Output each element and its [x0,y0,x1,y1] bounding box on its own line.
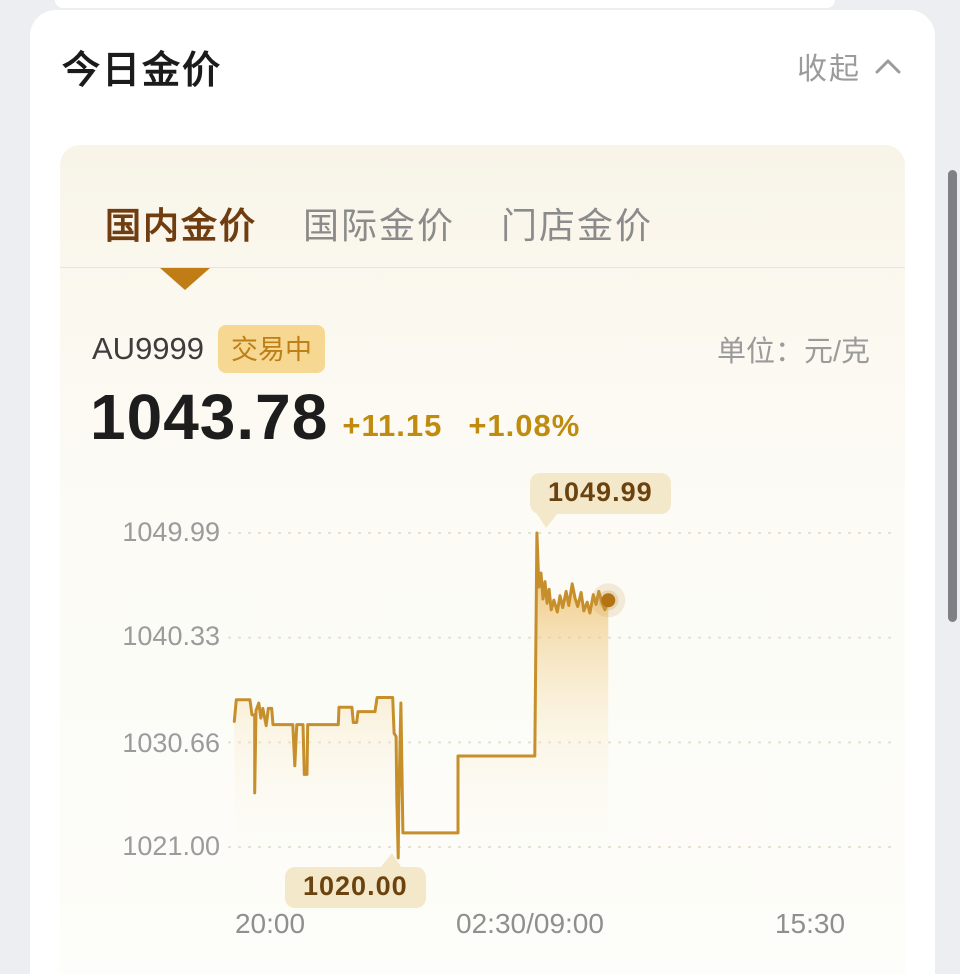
tab-international-gold[interactable]: 国际金价 [303,205,456,246]
trading-status-badge: 交易中 [218,325,326,373]
x-axis-label: 20:00 [234,908,306,939]
chevron-up-icon [875,59,901,74]
tab-divider [60,267,905,268]
x-axis-label: 15:30 [774,908,846,939]
price-chart[interactable]: 1049.99 1040.33 1030.66 1021.00 20:00 02… [60,145,905,974]
gold-price-card: 今日金价 收起 国内金价 国际金价 门店金价 AU9999 交易中 单位：元/克 [30,10,935,974]
low-price-tooltip: 1020.00 [285,867,426,908]
collapsed-card-edge [55,0,835,8]
tab-store-gold[interactable]: 门店金价 [501,205,654,246]
last-point-dot [601,593,616,608]
price-panel: 国内金价 国际金价 门店金价 AU9999 交易中 单位：元/克 1043.78… [60,145,905,974]
y-axis-label: 1049.99 [122,517,220,547]
high-price-tooltip: 1049.99 [530,473,671,514]
price-row: 1043.78 +11.15 +1.08% [90,385,580,449]
y-axis-label: 1040.33 [122,621,220,651]
tab-bar: 国内金价 国际金价 门店金价 [105,197,653,249]
x-axis-label: 02:30/09:00 [456,908,604,939]
quote-row: AU9999 交易中 单位：元/克 [92,325,870,373]
chart-canvas [228,531,898,860]
chart-area-fill [234,533,609,858]
y-axis-label: 1021.00 [122,831,220,861]
y-axis-label: 1030.66 [122,728,220,758]
page-title: 今日金价 [62,49,223,92]
tab-domestic-gold[interactable]: 国内金价 [105,205,258,246]
price-change: +11.15 [342,408,443,443]
current-price: 1043.78 [90,381,329,453]
scrollbar-thumb[interactable] [948,170,957,622]
chart-price-line [232,531,610,860]
collapse-button[interactable]: 收起 [797,44,901,88]
unit-label: 单位：元/克 [716,336,870,368]
collapse-label: 收起 [797,53,861,86]
active-tab-pointer [160,268,210,290]
card-header: 今日金价 收起 [62,40,901,92]
symbol-label: AU9999 [92,331,205,366]
price-change-percent: +1.08% [468,408,581,443]
